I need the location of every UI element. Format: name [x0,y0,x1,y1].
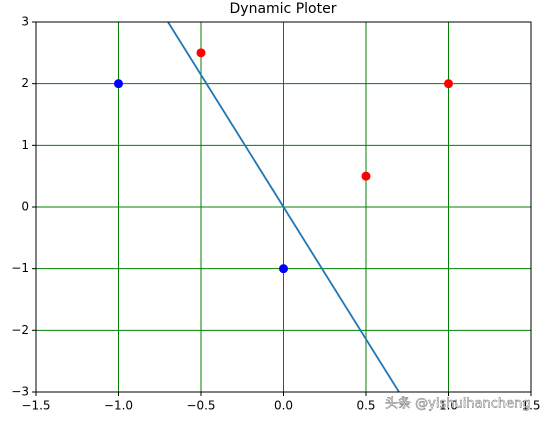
plot-frame [35,21,532,393]
line [167,22,400,392]
x-tick-label: −1.5 [21,399,50,413]
point [279,264,288,274]
x-tick-label: 0.0 [274,399,293,413]
x-tick-label: −0.5 [186,399,215,413]
x-tick-label: 0.5 [356,399,375,413]
x-tick-label: 1.0 [439,399,458,413]
y-tick-label: 2 [21,76,29,90]
y-tick-label: 1 [21,138,29,152]
y-tick-label: −3 [11,385,29,399]
y-tick-label: 3 [21,15,29,29]
x-tick-label: 1.5 [521,399,540,413]
y-tick-label: −2 [11,323,29,337]
chart-title: Dynamic Ploter [230,1,337,17]
watermark: 头条 @yishuihancheng [385,396,531,412]
point [444,79,453,89]
point [196,48,206,58]
point [114,79,123,89]
y-tick-label: −1 [11,261,29,275]
y-tick-label: 0 [21,200,29,214]
point [361,171,371,181]
plot-area [114,22,453,392]
x-tick-label: −1.0 [104,399,133,413]
